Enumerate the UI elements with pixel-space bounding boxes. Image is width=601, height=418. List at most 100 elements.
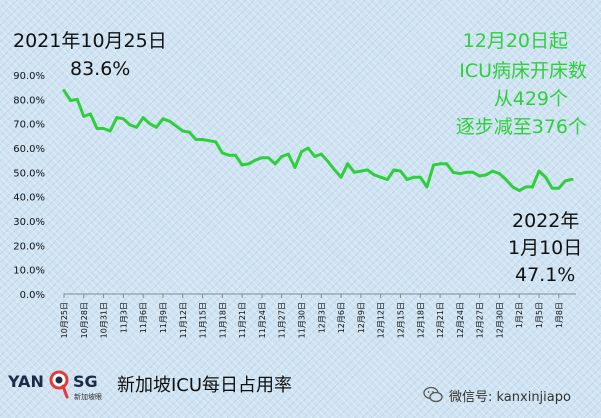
data-point bbox=[201, 138, 204, 141]
data-point bbox=[227, 153, 231, 157]
data-point bbox=[306, 146, 310, 150]
x-tick-label: 12月27日 bbox=[476, 302, 485, 338]
y-tick-label: 30.0% bbox=[13, 217, 45, 228]
data-point bbox=[524, 185, 528, 189]
y-tick-label: 0.0% bbox=[20, 290, 45, 301]
x-tick-label: 12月15日 bbox=[396, 302, 405, 338]
start-date-annotation: 2021年10月25日 bbox=[13, 30, 167, 52]
y-tick-label: 40.0% bbox=[13, 193, 45, 204]
note-line-4: 逐步减至376个 bbox=[455, 116, 587, 138]
data-point bbox=[412, 175, 416, 179]
data-point bbox=[102, 127, 105, 130]
x-tick-label: 12月9日 bbox=[357, 302, 366, 333]
y-tick-label: 70.0% bbox=[13, 120, 45, 131]
data-point bbox=[240, 163, 244, 167]
y-tick-label: 80.0% bbox=[13, 95, 45, 106]
x-tick-label: 1月5日 bbox=[535, 302, 544, 328]
data-point bbox=[333, 168, 336, 172]
data-point bbox=[346, 162, 350, 166]
data-point bbox=[432, 163, 435, 167]
logo-text-right: SG bbox=[73, 372, 98, 391]
x-tick-label: 1月8日 bbox=[555, 302, 564, 328]
data-point bbox=[366, 168, 369, 172]
data-point bbox=[194, 138, 198, 141]
x-tick-label: 11月12日 bbox=[179, 302, 188, 338]
data-point bbox=[82, 114, 86, 118]
end-value-annotation: 47.1% bbox=[515, 264, 576, 286]
data-point bbox=[445, 162, 449, 166]
end-year-annotation: 2022年 bbox=[512, 210, 580, 232]
data-point bbox=[531, 185, 534, 189]
data-point bbox=[247, 162, 251, 166]
data-point bbox=[135, 125, 138, 129]
x-tick-label: 12月30日 bbox=[495, 302, 504, 338]
data-point bbox=[128, 123, 132, 127]
data-point bbox=[260, 156, 264, 160]
data-point bbox=[319, 152, 323, 156]
y-tick-label: 50.0% bbox=[13, 168, 45, 179]
data-point bbox=[570, 177, 574, 181]
data-point bbox=[511, 185, 515, 189]
data-point bbox=[108, 129, 112, 133]
data-point bbox=[286, 152, 290, 156]
x-tick-label: 1月2日 bbox=[515, 302, 524, 328]
x-tick-label: 11月9日 bbox=[159, 302, 168, 333]
data-point bbox=[62, 89, 66, 92]
data-point bbox=[141, 116, 145, 119]
y-tick-label: 60.0% bbox=[13, 144, 45, 155]
data-point bbox=[405, 178, 409, 182]
data-point bbox=[544, 175, 548, 179]
data-point bbox=[537, 169, 541, 173]
logo-text-left: YAN bbox=[8, 372, 44, 391]
data-point bbox=[148, 122, 152, 126]
start-value-annotation: 83.6% bbox=[70, 58, 131, 80]
data-point bbox=[484, 173, 488, 177]
data-point bbox=[478, 174, 482, 178]
x-tick-label: 11月21日 bbox=[238, 302, 247, 338]
x-tick-label: 12月18日 bbox=[416, 302, 425, 338]
data-point bbox=[517, 189, 521, 192]
data-point bbox=[392, 168, 396, 172]
x-tick-label: 11月6日 bbox=[139, 302, 148, 333]
x-tick-label: 12月24日 bbox=[456, 302, 465, 338]
data-point bbox=[399, 169, 402, 173]
yan-sg-logo: YAN SG 新加坡眼 bbox=[8, 370, 116, 408]
data-point bbox=[491, 169, 495, 173]
data-point bbox=[168, 119, 171, 123]
data-point bbox=[339, 175, 343, 179]
data-point bbox=[352, 170, 356, 174]
data-point bbox=[498, 172, 501, 175]
y-tick-label: 10.0% bbox=[13, 266, 45, 277]
note-line-3: 从429个 bbox=[493, 88, 568, 110]
y-tick-label: 90.0% bbox=[13, 71, 45, 82]
wechat-id: 微信号: kanxinjiapo bbox=[449, 390, 571, 405]
x-tick-label: 10月31日 bbox=[100, 302, 109, 338]
data-point bbox=[207, 139, 211, 143]
data-point bbox=[161, 117, 165, 121]
data-point bbox=[465, 170, 468, 174]
note-line-1: 12月20日起 bbox=[462, 30, 568, 52]
data-point bbox=[267, 156, 270, 160]
x-tick-label: 11月24日 bbox=[258, 302, 267, 338]
data-point bbox=[550, 186, 554, 190]
x-tick-label: 10月28日 bbox=[80, 302, 89, 338]
note-line-2: ICU病床开床数 bbox=[459, 60, 587, 82]
data-point bbox=[154, 125, 158, 129]
data-point bbox=[326, 159, 330, 163]
data-point bbox=[174, 124, 178, 128]
x-tick-label: 10月25日 bbox=[60, 302, 69, 338]
data-point bbox=[385, 178, 389, 182]
y-tick-label: 20.0% bbox=[13, 241, 45, 252]
data-point bbox=[418, 175, 422, 179]
data-point bbox=[220, 151, 224, 155]
data-point bbox=[181, 129, 185, 133]
x-tick-label: 11月3日 bbox=[119, 302, 128, 333]
x-tick-label: 11月18日 bbox=[218, 302, 227, 338]
data-point bbox=[75, 97, 79, 101]
data-point bbox=[293, 166, 297, 169]
data-point bbox=[280, 155, 284, 158]
data-point bbox=[69, 99, 72, 102]
data-point bbox=[504, 178, 508, 182]
data-point bbox=[121, 117, 125, 121]
